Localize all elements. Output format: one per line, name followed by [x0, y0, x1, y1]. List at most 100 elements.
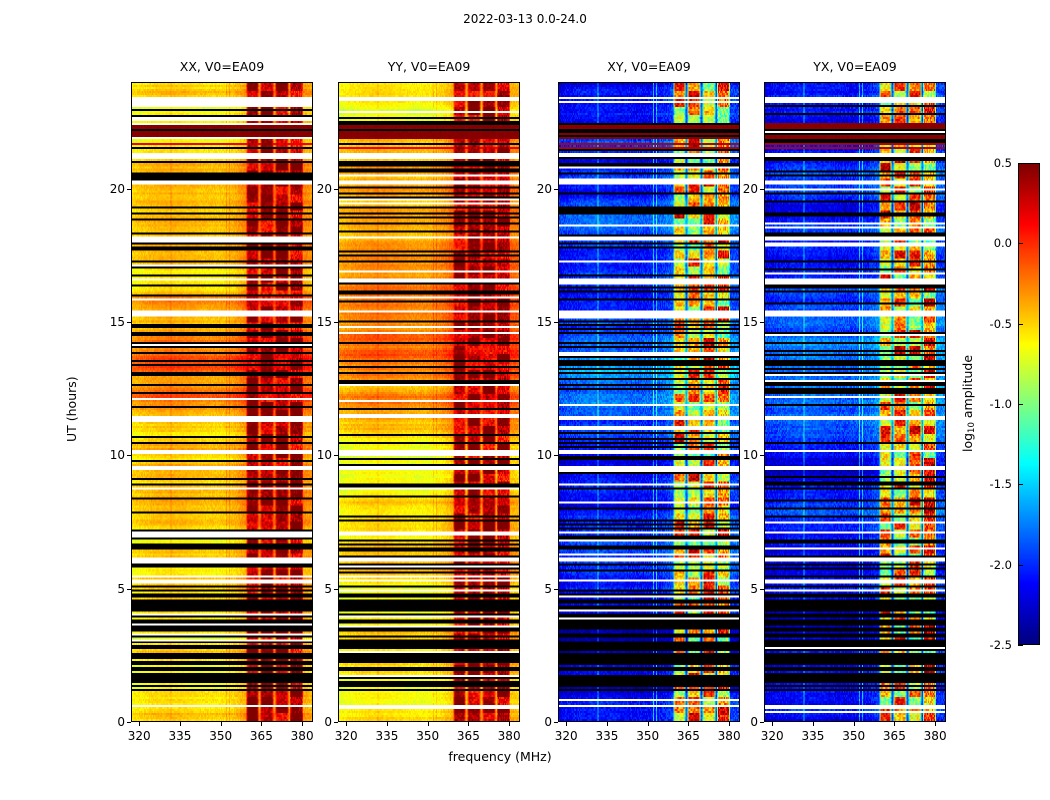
x-tickmark: [607, 722, 608, 726]
y-tick-label: 10: [536, 448, 552, 463]
y-tickmark: [334, 189, 338, 190]
y-tickmark: [334, 322, 338, 323]
x-tickmark: [648, 722, 649, 726]
heatmap-yy: [339, 83, 519, 721]
x-tickmark: [729, 722, 730, 726]
colorbar-tickmark: [1018, 565, 1023, 566]
x-tickmark: [935, 722, 936, 726]
y-tick-label: 20: [109, 181, 125, 196]
x-tickmark: [180, 722, 181, 726]
y-tick-label: 5: [324, 581, 332, 596]
y-tickmark: [554, 589, 558, 590]
x-tickmark: [302, 722, 303, 726]
y-tick-label: 10: [109, 448, 125, 463]
colorbar-tick-label: -1.5: [989, 477, 1012, 492]
x-tickmark: [346, 722, 347, 726]
heatmap-yx: [765, 83, 945, 721]
y-tick-label: 0: [324, 715, 332, 729]
y-tickmark: [554, 189, 558, 190]
colorbar-tickmark: [1018, 404, 1023, 405]
x-tick-label: 350: [636, 729, 660, 743]
x-tickmark: [854, 722, 855, 726]
y-tickmark: [127, 322, 131, 323]
panel-yy: [338, 82, 520, 722]
colorbar-tickmark: [1018, 243, 1023, 244]
colorbar-tick-label: -1.0: [989, 397, 1012, 411]
panel-title-xy: XY, V0=EA09: [607, 59, 691, 74]
panel-yx: [764, 82, 946, 722]
y-tickmark: [127, 455, 131, 456]
heatmap-xx: [132, 83, 312, 721]
y-tick-label: 5: [544, 581, 552, 596]
colorbar-tick-label: 0.5: [993, 156, 1012, 170]
y-tickmark: [127, 189, 131, 190]
x-tickmark: [221, 722, 222, 726]
y-tickmark: [760, 589, 764, 590]
y-tick-label: 10: [316, 448, 332, 463]
x-tickmark: [468, 722, 469, 726]
y-tickmark: [554, 722, 558, 723]
x-tick-label: 380: [497, 729, 521, 743]
x-tickmark: [894, 722, 895, 726]
x-tick-label: 335: [375, 729, 399, 743]
y-tickmark: [334, 722, 338, 723]
x-tickmark: [688, 722, 689, 726]
y-tick-label: 15: [742, 315, 758, 329]
y-tick-label: 20: [316, 181, 332, 196]
y-tick-label: 0: [117, 715, 125, 729]
x-tick-label: 380: [923, 729, 947, 743]
y-axis-label: UT (hours): [64, 376, 79, 442]
x-tick-label: 320: [127, 729, 151, 743]
panel-title-yx: YX, V0=EA09: [813, 59, 897, 74]
x-tick-label: 320: [760, 729, 784, 743]
y-tick-label: 20: [742, 181, 758, 196]
x-tick-label: 335: [595, 729, 619, 743]
y-tickmark: [760, 189, 764, 190]
colorbar-label-tail: amplitude: [960, 354, 975, 423]
x-tick-label: 365: [456, 729, 480, 743]
x-tickmark: [261, 722, 262, 726]
colorbar-tickmark: [1018, 645, 1023, 646]
x-tick-label: 365: [676, 729, 700, 743]
colorbar-tickmark: [1018, 484, 1023, 485]
y-tickmark: [760, 322, 764, 323]
x-tick-label: 335: [801, 729, 825, 743]
x-tick-label: 365: [249, 729, 273, 743]
x-tick-label: 380: [717, 729, 741, 743]
x-tickmark: [813, 722, 814, 726]
y-tick-label: 20: [536, 181, 552, 196]
y-tick-label: 15: [536, 315, 552, 329]
y-tick-label: 15: [109, 315, 125, 329]
x-tickmark: [509, 722, 510, 726]
x-tick-label: 320: [334, 729, 358, 743]
y-tickmark: [127, 722, 131, 723]
y-tick-label: 15: [316, 315, 332, 329]
panel-title-xx: XX, V0=EA09: [179, 59, 265, 74]
x-tickmark: [387, 722, 388, 726]
x-tick-label: 350: [416, 729, 440, 743]
colorbar-tickmark: [1018, 163, 1023, 164]
y-tick-label: 10: [742, 448, 758, 463]
y-tickmark: [760, 722, 764, 723]
y-tickmark: [127, 589, 131, 590]
y-tickmark: [334, 455, 338, 456]
x-axis-label: frequency (MHz): [448, 749, 552, 764]
colorbar-tick-label: -2.0: [989, 557, 1012, 572]
y-tick-label: 5: [117, 581, 125, 596]
panel-title-yy: YY, V0=EA09: [387, 59, 471, 74]
panel-xy: [558, 82, 740, 722]
x-tick-label: 335: [168, 729, 192, 743]
x-tickmark: [428, 722, 429, 726]
x-tickmark: [139, 722, 140, 726]
figure-suptitle: 2022-03-13 0.0-24.0: [463, 12, 587, 26]
y-tickmark: [760, 455, 764, 456]
colorbar-tick-label: -2.5: [989, 638, 1012, 652]
colorbar-label: log10 amplitude: [960, 354, 977, 452]
x-tick-label: 350: [842, 729, 866, 743]
colorbar-tickmark: [1018, 324, 1023, 325]
y-tickmark: [554, 322, 558, 323]
x-tick-label: 365: [882, 729, 906, 743]
y-tickmark: [554, 455, 558, 456]
x-tickmark: [772, 722, 773, 726]
